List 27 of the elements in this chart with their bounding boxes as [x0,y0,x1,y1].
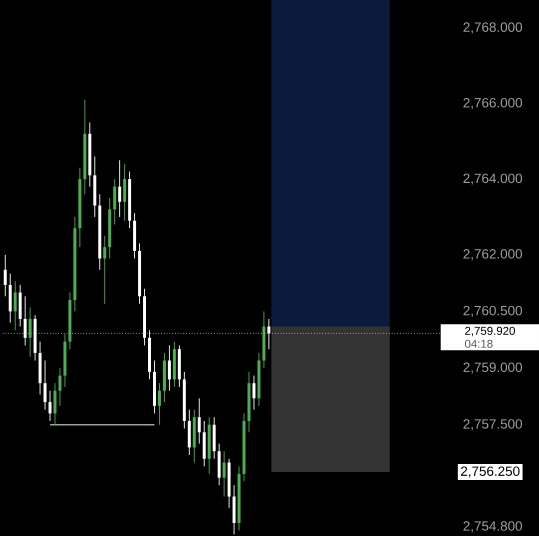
ref-line-label: 2,759.920 [465,326,515,336]
candlestick [252,375,256,410]
candlestick [222,450,226,497]
candlestick [28,307,32,358]
candlestick [24,296,27,346]
y-tick-label: 2,760.500 [463,306,522,317]
y-tick-label: 2,757.500 [463,419,522,430]
y-tick-label: 2,764.000 [463,173,522,185]
candlestick [14,280,17,331]
y-tick-label: 2,756.250 [460,466,520,478]
candlestick [44,360,47,410]
candlestick [48,390,52,422]
candlestick [267,318,270,350]
candlestick [158,382,161,426]
y-tick-label: 2,754.800 [463,521,522,532]
candlestick [123,163,126,222]
y-tick-label: 2,759.000 [463,362,522,374]
y-tick-label: 2,768.000 [463,22,522,34]
y-tick-label: 2,762.000 [463,249,522,260]
candlestick [53,382,56,426]
candlestick [113,178,116,225]
text: 04:18 [464,340,493,348]
y-tick-label: 2,766.000 [463,98,522,109]
candlestick [168,344,171,392]
candlestick [118,160,122,218]
candlestick [103,235,106,304]
candlestick [58,368,62,406]
